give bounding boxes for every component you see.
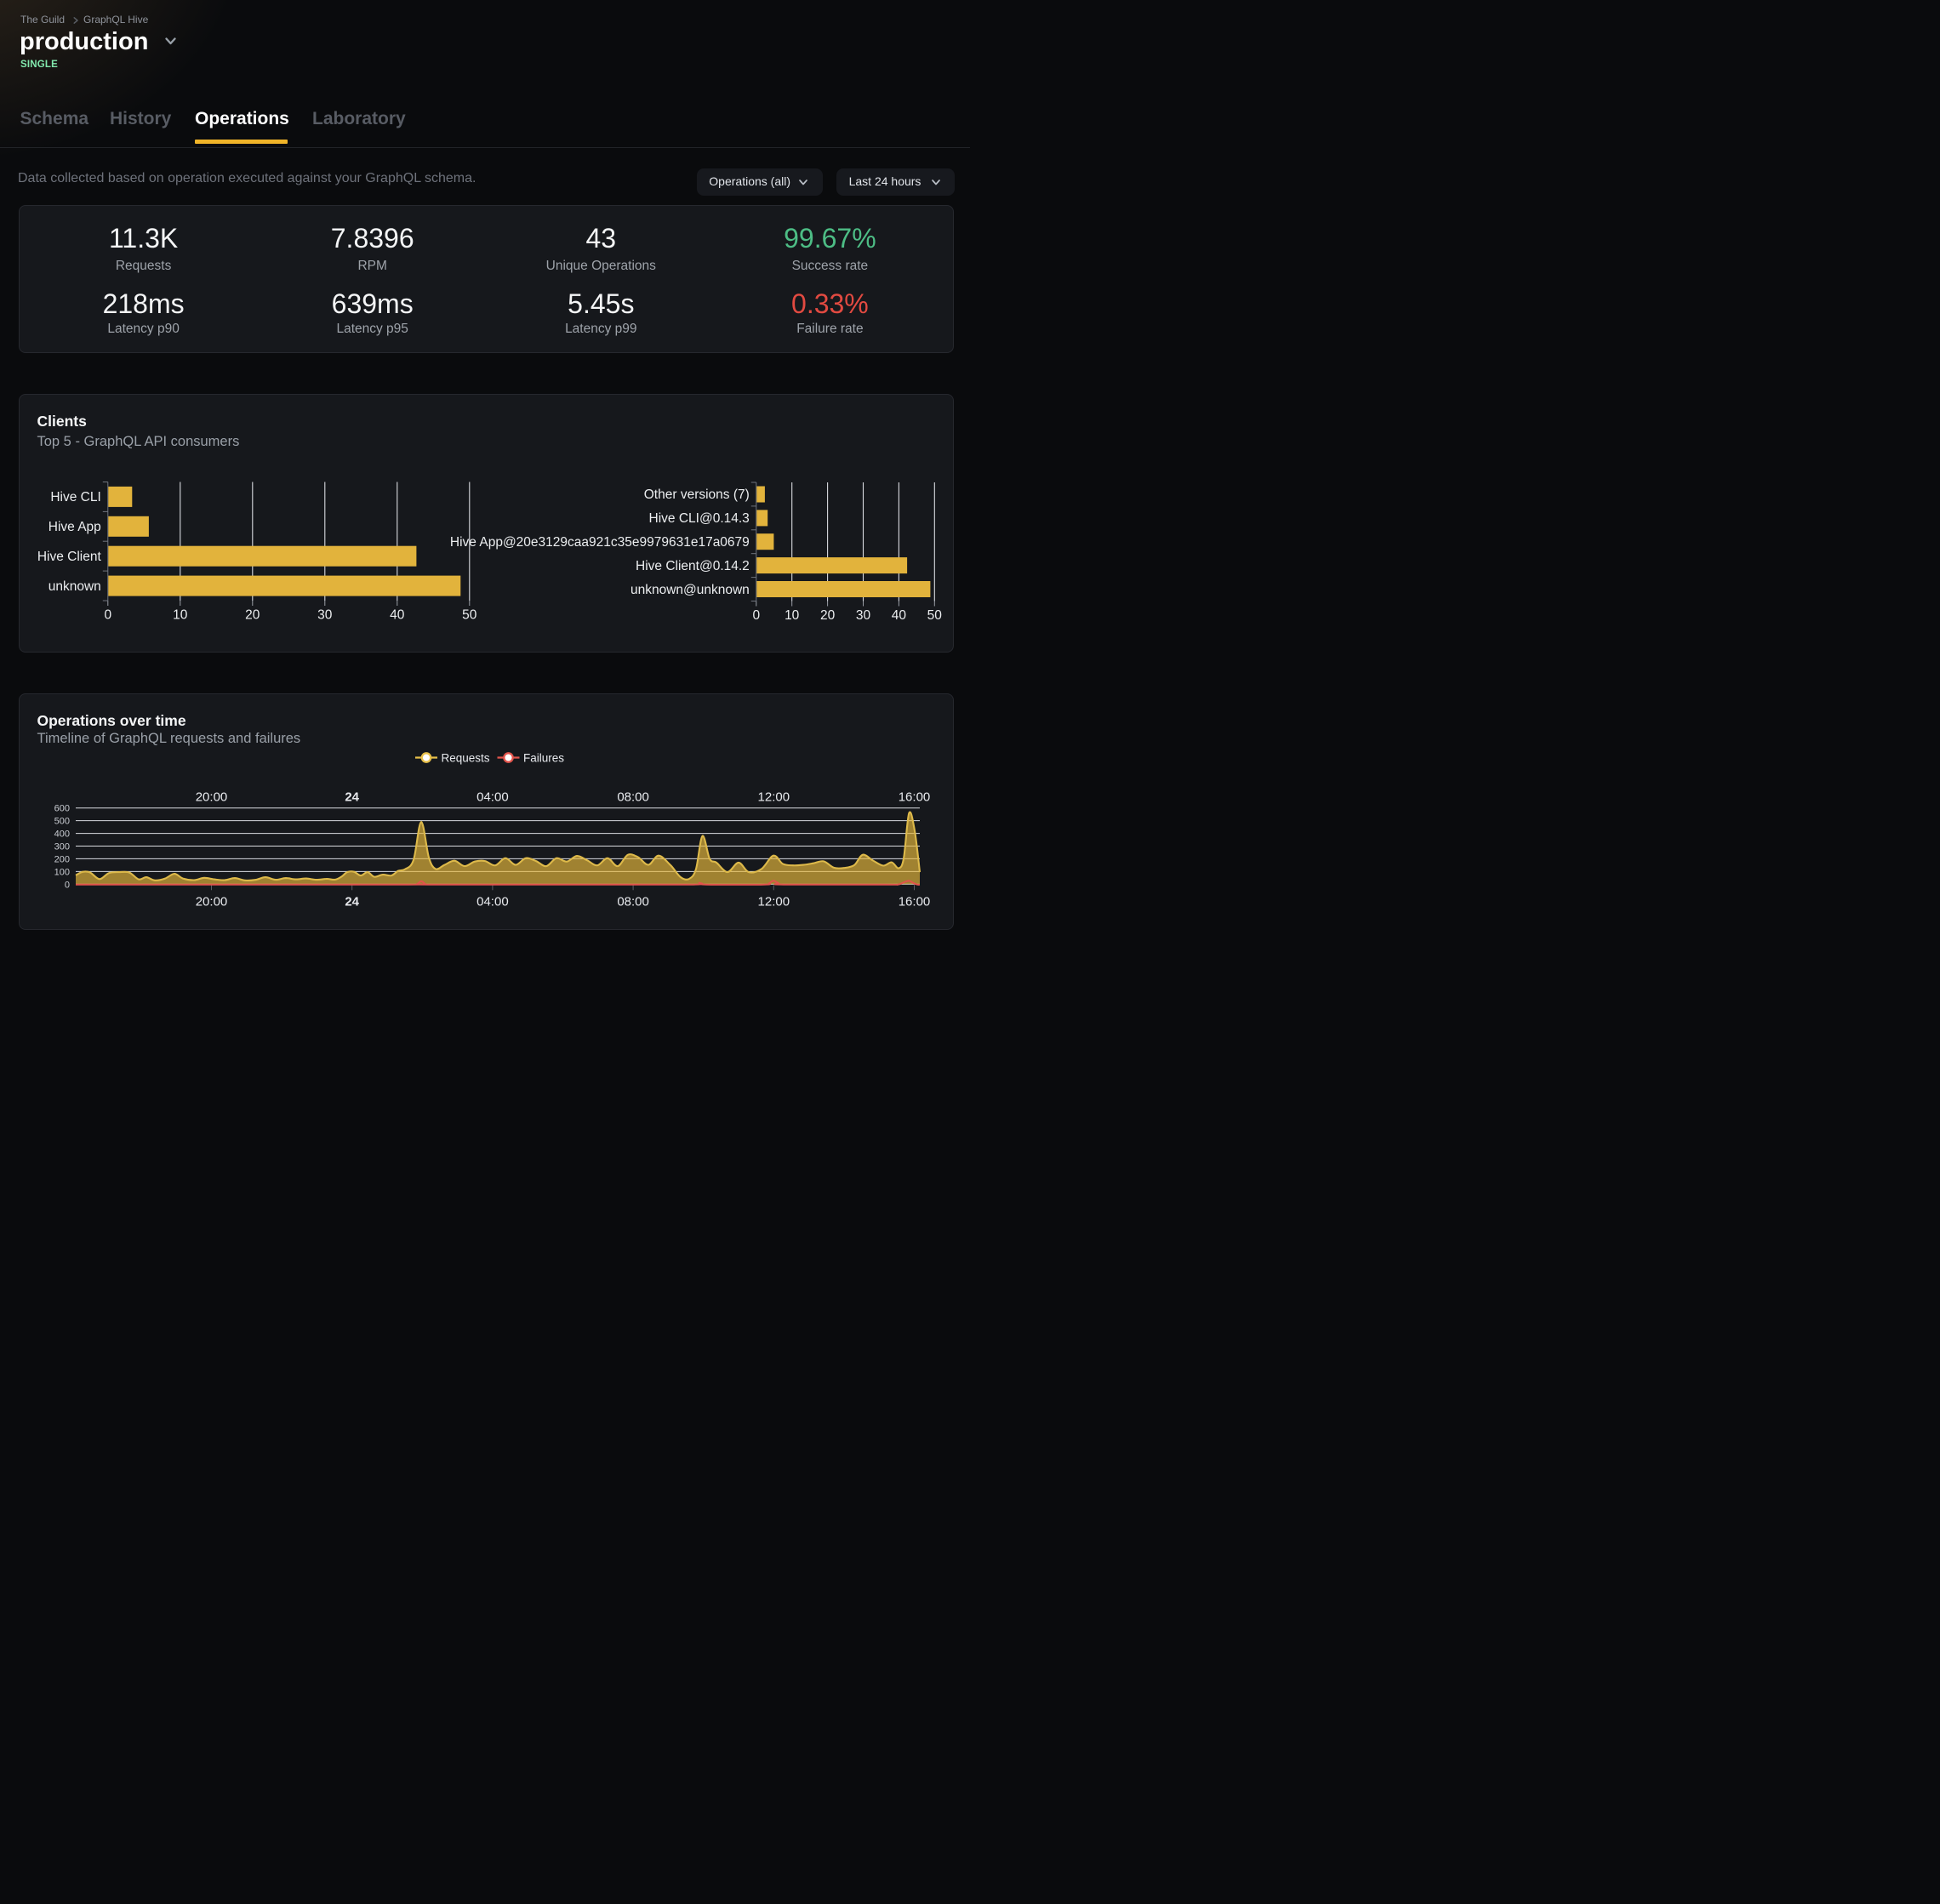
svg-text:Hive CLI@0.14.3: Hive CLI@0.14.3: [649, 511, 750, 526]
svg-text:10: 10: [785, 608, 800, 623]
svg-text:10: 10: [173, 608, 188, 623]
svg-text:Requests: Requests: [442, 752, 490, 765]
svg-text:400: 400: [54, 829, 70, 840]
svg-text:12:00: 12:00: [758, 895, 790, 909]
svg-text:16:00: 16:00: [899, 790, 931, 805]
svg-text:300: 300: [54, 842, 70, 852]
svg-text:100: 100: [54, 867, 70, 877]
svg-text:Failures: Failures: [523, 752, 564, 765]
svg-text:16:00: 16:00: [899, 895, 931, 909]
svg-text:Hive App: Hive App: [48, 520, 101, 534]
svg-text:Hive Client: Hive Client: [37, 550, 102, 564]
svg-text:600: 600: [54, 804, 70, 814]
svg-text:0: 0: [752, 608, 760, 623]
svg-text:30: 30: [856, 608, 871, 623]
svg-text:unknown: unknown: [48, 579, 101, 594]
svg-text:20:00: 20:00: [196, 895, 228, 909]
svg-text:04:00: 04:00: [476, 790, 509, 805]
svg-text:20:00: 20:00: [196, 790, 228, 805]
svg-text:20: 20: [245, 608, 260, 623]
svg-text:500: 500: [54, 817, 70, 827]
svg-text:50: 50: [927, 608, 943, 623]
svg-text:unknown@unknown: unknown@unknown: [630, 583, 750, 597]
svg-text:40: 40: [892, 608, 907, 623]
svg-text:Other versions (7): Other versions (7): [644, 487, 750, 502]
svg-text:200: 200: [54, 854, 70, 864]
svg-text:24: 24: [345, 895, 359, 909]
svg-text:0: 0: [65, 880, 70, 890]
svg-text:Hive Client@0.14.2: Hive Client@0.14.2: [636, 559, 750, 573]
svg-text:08:00: 08:00: [617, 895, 649, 909]
svg-text:40: 40: [390, 608, 405, 623]
svg-text:04:00: 04:00: [476, 895, 509, 909]
svg-text:50: 50: [462, 608, 477, 623]
svg-text:12:00: 12:00: [758, 790, 790, 805]
svg-text:Hive App@20e3129caa921c35e9979: Hive App@20e3129caa921c35e9979631e17a067…: [450, 535, 750, 550]
svg-text:20: 20: [820, 608, 836, 623]
svg-text:Hive CLI: Hive CLI: [50, 490, 100, 505]
svg-text:24: 24: [345, 790, 359, 805]
svg-text:08:00: 08:00: [617, 790, 649, 805]
svg-text:30: 30: [317, 608, 333, 623]
svg-text:0: 0: [104, 608, 111, 623]
